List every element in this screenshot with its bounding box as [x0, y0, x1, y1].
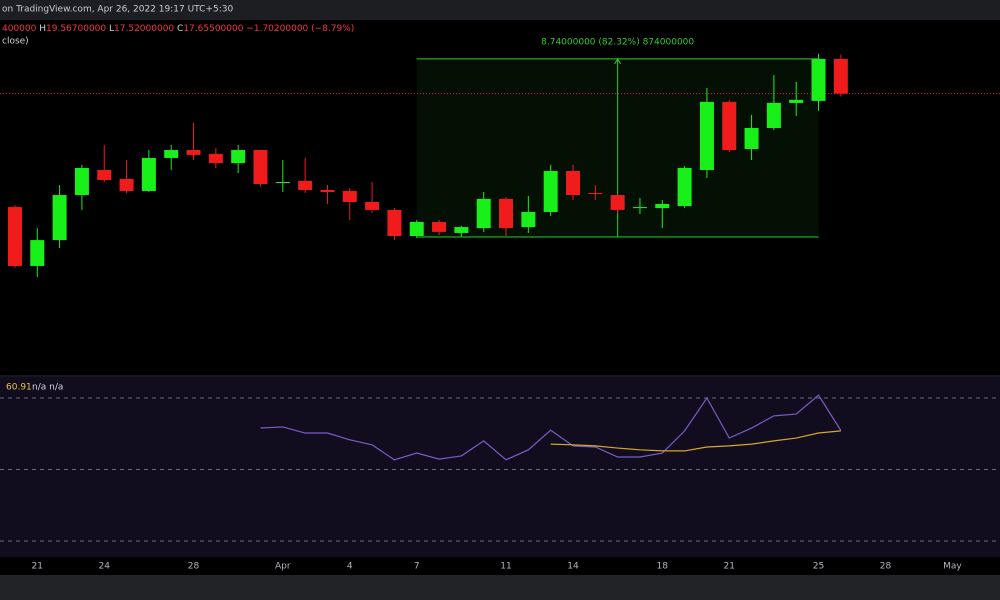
measure-label: 8.74000000 (82.32%) 874000000 — [541, 37, 694, 47]
candle-body — [231, 150, 246, 164]
x-tick-label: 11 — [500, 562, 511, 572]
candle-body — [476, 198, 491, 229]
candle-body — [97, 169, 112, 180]
x-tick-label: 14 — [567, 562, 579, 572]
x-tick-label: 7 — [414, 562, 420, 572]
candle-body — [722, 101, 737, 151]
ohlc-l: L — [109, 24, 114, 34]
x-tick-label: 4 — [347, 562, 353, 572]
rsi-line — [550, 430, 841, 452]
candle-body — [298, 180, 313, 190]
candle-body — [833, 58, 848, 94]
rsi-pane — [0, 377, 1000, 557]
rsi-legend: n/a n/a — [32, 383, 63, 393]
candle-body — [789, 99, 804, 103]
ohlc-c: C — [177, 24, 183, 34]
top-bar — [0, 0, 1000, 20]
candle-body — [744, 128, 759, 149]
candle-body — [699, 101, 714, 170]
ohlc-text: 400000 H19.56700000 L17.52000000 C17.655… — [2, 24, 354, 34]
x-tick-label: 25 — [813, 562, 824, 572]
candle-body — [454, 227, 469, 233]
candle-body — [164, 150, 179, 158]
measure-arrowhead — [614, 57, 622, 65]
x-tick-label: 24 — [99, 562, 111, 572]
candle-body — [208, 153, 223, 164]
candle-body — [655, 204, 670, 209]
candle-body — [521, 211, 536, 228]
x-tick-label: 21 — [724, 562, 735, 572]
x-tick-label: 28 — [188, 562, 200, 572]
candle-body — [543, 171, 558, 212]
series-label: close) — [2, 37, 29, 47]
candle-body — [677, 167, 692, 207]
candle-body — [186, 150, 201, 155]
rsi-line — [260, 394, 842, 461]
x-tick-label: 18 — [657, 562, 669, 572]
bottom-bar — [0, 575, 1000, 600]
source-text: on TradingView.com, Apr 26, 2022 19:17 U… — [2, 5, 233, 15]
candle-body — [342, 190, 357, 202]
rsi-value: 60.91 — [6, 383, 32, 393]
candle-body — [74, 167, 89, 196]
candle-body — [253, 150, 268, 185]
candle-body — [409, 221, 424, 237]
candle-body — [432, 221, 447, 232]
candle-body — [766, 102, 781, 129]
ohlc-close: 17.65500000 — [183, 24, 243, 34]
candle-body — [275, 182, 290, 184]
candle-body — [610, 195, 625, 210]
ohlc-h: H — [39, 24, 46, 34]
candle-body — [141, 157, 156, 191]
candle-body — [811, 58, 826, 101]
ohlc-low: 17.52000000 — [114, 24, 174, 34]
x-tick-label: May — [943, 562, 962, 572]
candle-body — [387, 209, 402, 237]
candle-body — [52, 195, 67, 241]
candle-body — [30, 240, 45, 266]
candle-body — [499, 198, 514, 229]
candle-body — [565, 171, 580, 196]
x-tick-label: Apr — [275, 562, 291, 572]
ohlc-change: −1.70200000 (−8.79%) — [246, 24, 354, 34]
candle-body — [320, 189, 335, 192]
candle-body — [7, 207, 22, 266]
ohlc-high: 19.56700000 — [46, 24, 106, 34]
x-tick-label: 28 — [880, 562, 892, 572]
candle-body — [588, 193, 603, 195]
candle-body — [365, 201, 380, 210]
x-tick-label: 21 — [32, 562, 43, 572]
candle-body — [632, 207, 647, 209]
ohlc-open: 400000 — [2, 24, 37, 34]
candle-body — [119, 178, 134, 191]
